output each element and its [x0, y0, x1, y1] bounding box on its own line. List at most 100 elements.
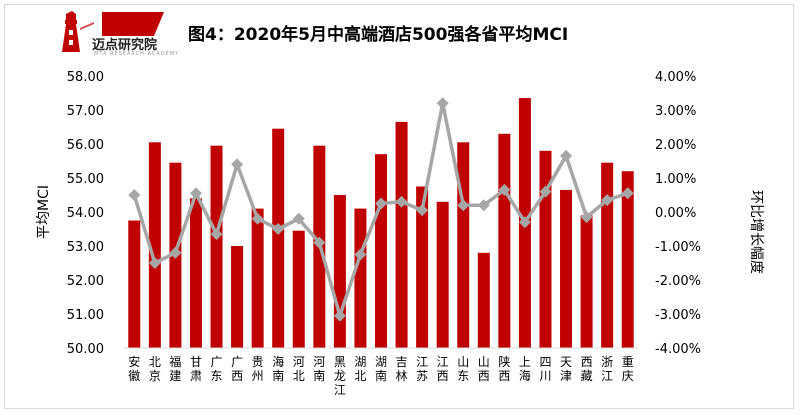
- line-point: [539, 185, 552, 198]
- x-tick-label: 广西: [231, 355, 243, 383]
- x-tick-label: 山西: [478, 355, 490, 383]
- bar: [621, 171, 634, 348]
- bar: [539, 150, 552, 348]
- x-tick-label: 江苏: [416, 355, 428, 383]
- y-axis-title: 平均MCI: [36, 185, 52, 239]
- x-tick-label: 北京: [149, 355, 161, 383]
- x-tick-label: 福建: [169, 354, 181, 383]
- bar: [457, 142, 470, 348]
- line-point: [560, 149, 573, 162]
- y2-tick-label: -2.00%: [655, 274, 701, 289]
- bar: [128, 220, 141, 348]
- x-tick-label: 吉林: [396, 355, 408, 383]
- y-tick-label: 58.00: [67, 70, 104, 85]
- line-point: [313, 236, 326, 249]
- brand-tagline: MTA·RESEARCH ACADEMY: [94, 51, 180, 57]
- bar: [148, 142, 161, 348]
- line-point: [128, 189, 141, 201]
- line-point: [272, 223, 285, 235]
- line-point: [210, 228, 223, 241]
- x-tick-label: 湖北: [354, 354, 366, 383]
- line-point: [436, 97, 449, 110]
- bar: [416, 186, 429, 348]
- bar: [395, 121, 408, 349]
- bar: [272, 128, 285, 348]
- y2-tick-label: 3.00%: [655, 104, 696, 119]
- line-point: [601, 194, 614, 207]
- bar: [189, 198, 202, 348]
- x-tick-label: 西藏: [581, 355, 593, 383]
- line-point: [251, 212, 264, 225]
- x-tick-label: 重庆: [622, 355, 634, 383]
- bar: [580, 215, 593, 348]
- bar: [375, 154, 387, 348]
- x-tick-label: 山东: [457, 355, 469, 383]
- bar: [436, 201, 449, 348]
- line-point: [498, 183, 511, 196]
- line-point: [333, 309, 346, 322]
- x-tick-label: 湖南: [375, 354, 387, 383]
- x-tick-label: 贵州: [252, 355, 264, 383]
- bar: [231, 246, 244, 348]
- line-point: [621, 187, 634, 200]
- chart-frame: [4, 4, 794, 409]
- line-point: [169, 246, 182, 259]
- line-point: [395, 195, 408, 208]
- line-point: [518, 216, 531, 229]
- x-tick-label: 甘肃: [190, 355, 202, 383]
- y2-axis-title: 环比增长幅度: [748, 190, 764, 274]
- line-point: [189, 187, 202, 200]
- x-tick-label: 河北: [293, 355, 305, 383]
- x-tick-label: 四川: [539, 355, 551, 383]
- line-point: [375, 197, 387, 210]
- y-tick-label: 54.00: [67, 206, 104, 221]
- x-tick-label: 安徽: [128, 354, 140, 383]
- y2-tick-label: 1.00%: [655, 172, 696, 187]
- line-point: [292, 212, 305, 225]
- x-tick-label: 浙江: [601, 355, 613, 383]
- x-tick-label: 河南: [313, 355, 325, 383]
- brand-name: 迈点研究院: [92, 38, 158, 53]
- y-tick-label: 53.00: [67, 240, 104, 255]
- line-point: [354, 248, 367, 261]
- x-tick-label: 广东: [211, 355, 223, 383]
- x-tick-label: 海南: [272, 354, 284, 383]
- bar: [354, 208, 367, 348]
- x-tick-label: 陕西: [498, 354, 510, 383]
- bar: [477, 252, 490, 348]
- bar: [251, 208, 264, 348]
- line-point: [477, 199, 490, 212]
- y-tick-label: 57.00: [67, 104, 104, 119]
- bar: [498, 133, 511, 348]
- line-point: [416, 204, 429, 217]
- bar: [601, 162, 614, 348]
- chart-title: 图4：2020年5月中高端酒店500强各省平均MCI: [188, 25, 569, 45]
- y2-tick-label: -3.00%: [655, 308, 701, 323]
- bar: [333, 195, 346, 348]
- lighthouse-icon: [62, 11, 94, 52]
- y2-tick-label: 2.00%: [655, 138, 696, 153]
- x-tick-label: 上海: [519, 355, 531, 383]
- x-tick-label: 天津: [560, 355, 572, 383]
- y2-tick-label: -1.00%: [655, 240, 701, 255]
- y-tick-label: 55.00: [67, 172, 104, 187]
- x-tick-label: 江西: [437, 355, 449, 383]
- bar: [210, 145, 223, 348]
- bar: [292, 230, 305, 348]
- y2-tick-label: 0.00%: [655, 206, 696, 221]
- line-point: [580, 211, 593, 224]
- y-tick-label: 52.00: [67, 274, 104, 289]
- y-tick-label: 51.00: [67, 308, 104, 323]
- y2-tick-label: 4.00%: [655, 70, 696, 85]
- line-point: [148, 257, 161, 269]
- y2-tick-label: -4.00%: [655, 342, 701, 357]
- y-tick-label: 56.00: [67, 138, 104, 153]
- bar: [560, 189, 573, 348]
- y-tick-label: 50.00: [67, 342, 104, 357]
- x-tick-label: 黑龙江: [334, 355, 346, 397]
- brand-logo: [14, 8, 164, 56]
- line-point: [231, 158, 244, 171]
- line-point: [457, 199, 470, 212]
